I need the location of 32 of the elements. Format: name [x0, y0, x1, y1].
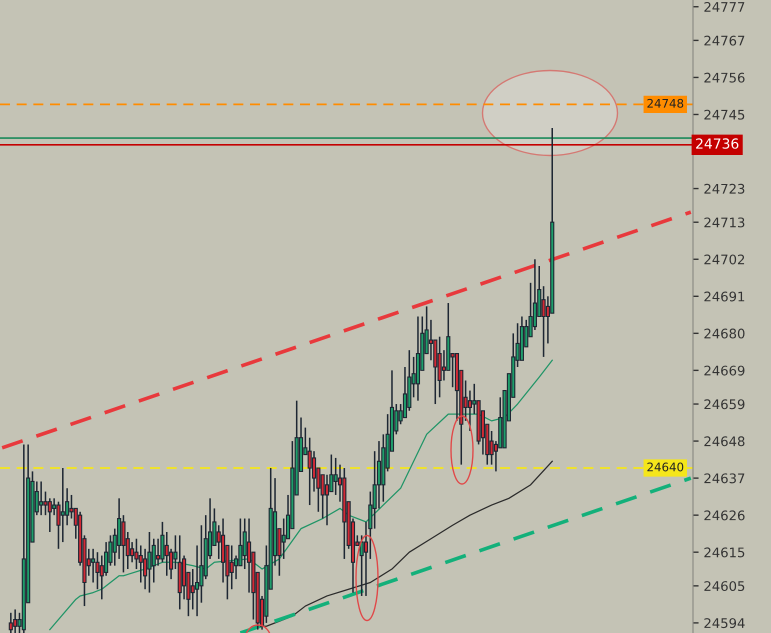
y-tick-label: 24648 — [704, 436, 744, 446]
line-series — [49, 360, 553, 630]
y-tick-label: 24767 — [704, 36, 744, 46]
candlestick — [324, 474, 330, 526]
candlestick — [230, 544, 234, 590]
y-tick-label: 24723 — [704, 184, 744, 194]
ref-line-label: 24640 — [647, 462, 684, 472]
y-tick-label: 24702 — [704, 254, 744, 264]
candlestick — [164, 531, 169, 577]
y-tick-label: 24669 — [704, 366, 744, 376]
candlestick — [60, 467, 65, 543]
y-tick-label: 24713 — [704, 217, 744, 228]
y-tick-label: 24691 — [704, 292, 744, 302]
candlestick — [43, 490, 48, 516]
ref-line-label: 24748 — [647, 98, 684, 108]
y-tick-label: 24594 — [704, 618, 745, 628]
y-tick-label: 24659 — [704, 399, 744, 410]
y-tick-label: 24605 — [704, 581, 744, 592]
y-tick-label: 24680 — [704, 328, 745, 339]
y-tick-label: 24777 — [704, 2, 744, 12]
candlestick — [13, 608, 18, 633]
candlestick — [8, 612, 13, 633]
y-tick-label: 24637 — [704, 473, 744, 484]
y-tick-label: 24626 — [704, 510, 745, 520]
y-tick-label: 24756 — [704, 72, 745, 83]
y-tick-label: 24745 — [704, 110, 744, 120]
ref-line-label: 24736 — [696, 138, 738, 149]
candlestick — [121, 514, 126, 574]
y-tick-label: 24615 — [704, 547, 744, 558]
candlestick — [282, 518, 286, 560]
candlestick — [246, 518, 252, 594]
candlestick — [308, 436, 312, 506]
